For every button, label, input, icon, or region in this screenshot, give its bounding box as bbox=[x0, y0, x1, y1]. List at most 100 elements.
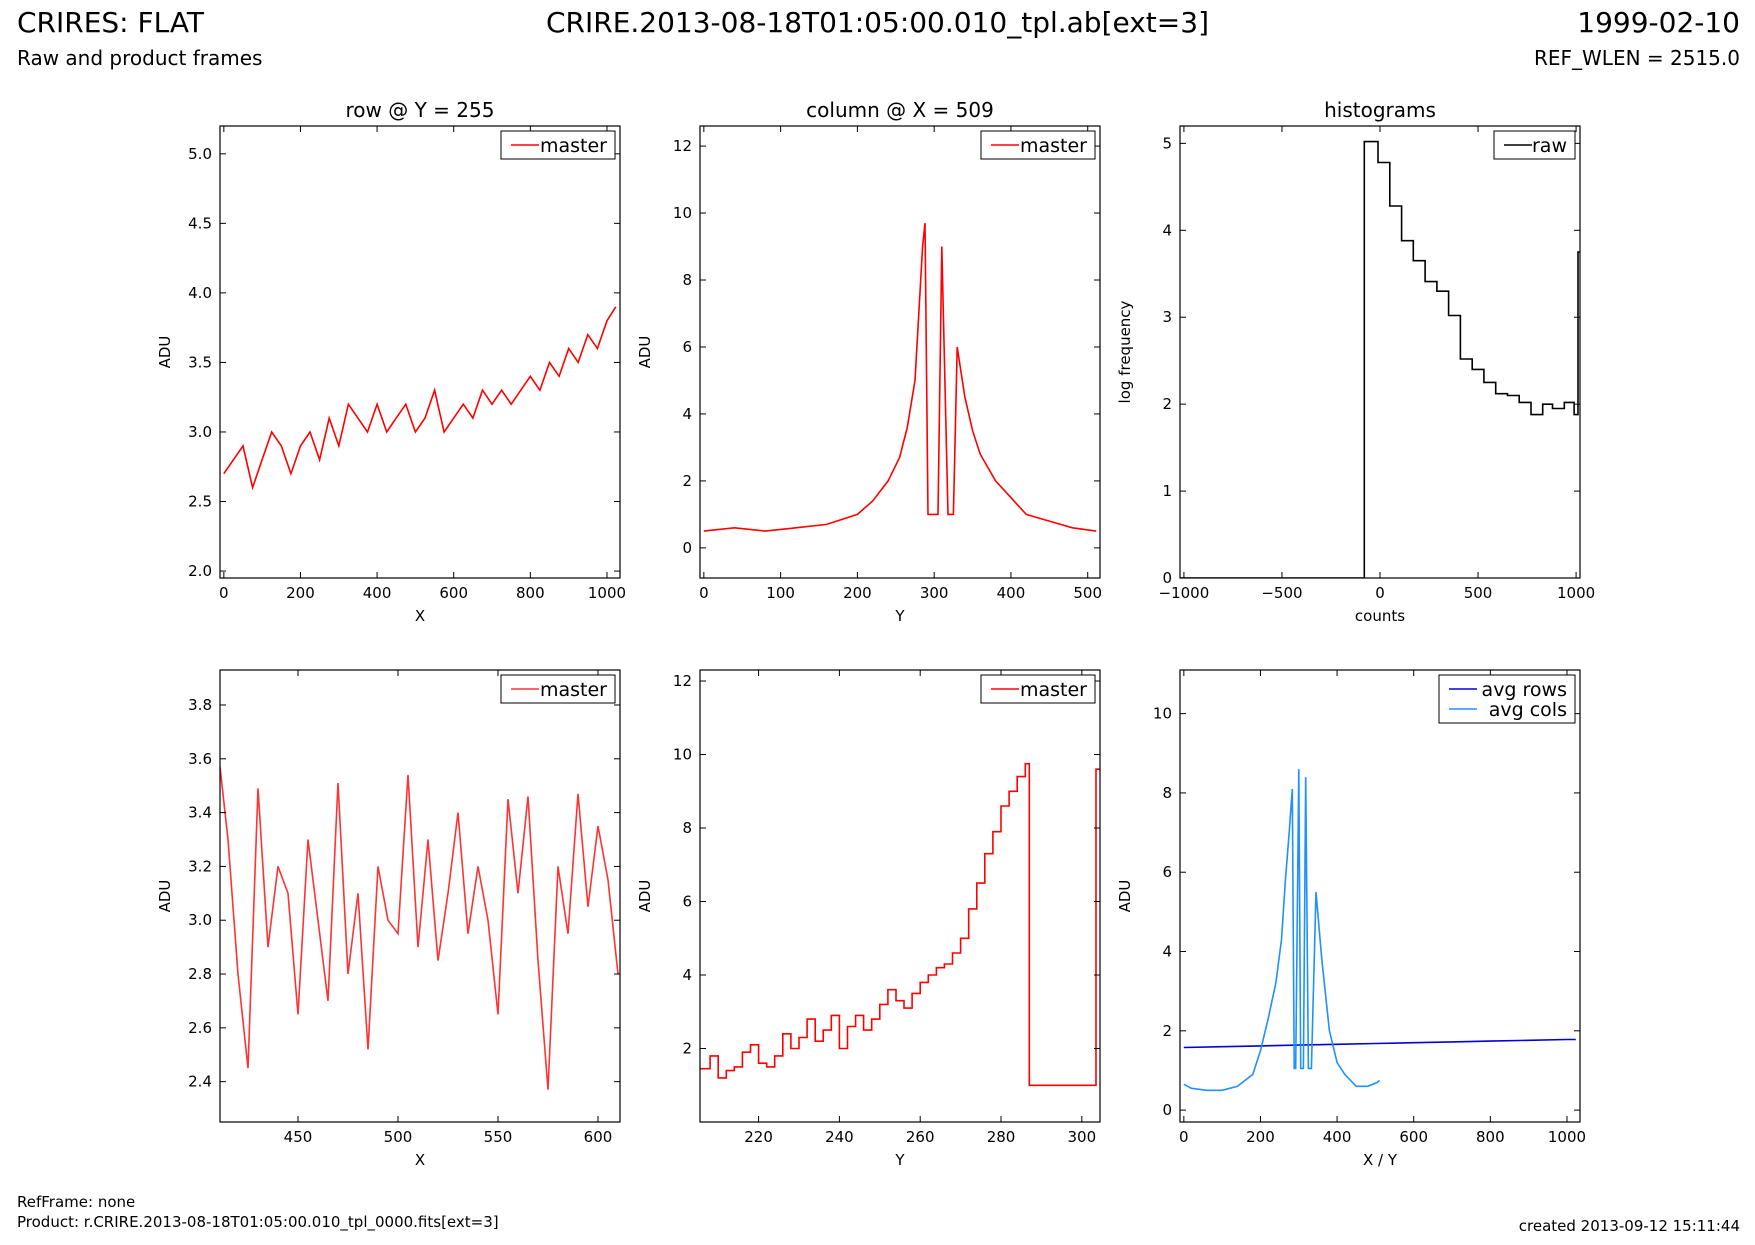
legend-box bbox=[500, 130, 616, 160]
series-line bbox=[220, 766, 619, 1090]
y-tick-label: 4 bbox=[682, 405, 692, 423]
y-tick-label: 2.0 bbox=[188, 562, 212, 580]
chart-panel-1: 0 200 400 600 800 1000 2.0 2.5 3.0 3.5 4.0 4.5 5.0 ro… bbox=[156, 98, 626, 625]
x-axis-label: X bbox=[415, 1151, 425, 1169]
chart-title: row @ Y = 255 bbox=[346, 98, 495, 122]
series-line bbox=[700, 762, 1100, 1087]
x-tick-label: 400 bbox=[1323, 1128, 1352, 1146]
legend-label: avg rows bbox=[1482, 679, 1567, 701]
x-tick-label: 0 bbox=[1375, 584, 1385, 602]
x-axis-label: Y bbox=[894, 607, 905, 625]
y-tick-label: 0 bbox=[1162, 569, 1172, 587]
x-tick-label: 280 bbox=[987, 1128, 1016, 1146]
y-tick-label: 2 bbox=[682, 472, 692, 490]
x-tick-label: 400 bbox=[363, 584, 392, 602]
x-tick-label: 200 bbox=[843, 584, 872, 602]
legend-label: master bbox=[1020, 135, 1087, 157]
x-tick-label: 600 bbox=[584, 1128, 613, 1146]
y-tick-label: 2 bbox=[1162, 395, 1172, 413]
y-tick-label: 3.0 bbox=[188, 911, 212, 929]
x-tick-label: 550 bbox=[484, 1128, 513, 1146]
x-tick-label: 1000 bbox=[588, 584, 626, 602]
y-tick-label: 4.0 bbox=[188, 284, 212, 302]
chart-panel-5: 220 240 260 280 300 2 4 6 8 10 12 Y ADU master bbox=[636, 669, 1101, 1169]
y-axis-label: ADU bbox=[156, 880, 174, 913]
y-tick-label: 3.2 bbox=[188, 857, 212, 875]
y-axis-label: ADU bbox=[636, 336, 654, 369]
y-tick-label: 6 bbox=[1162, 863, 1172, 881]
y-tick-label: 5 bbox=[1162, 134, 1172, 152]
y-axis-label: ADU bbox=[636, 880, 654, 913]
page-title: CRIRES: FLAT bbox=[17, 6, 204, 39]
x-tick-label: 1000 bbox=[1548, 1128, 1586, 1146]
y-tick-label: 3.8 bbox=[188, 696, 212, 714]
y-tick-label: 3.6 bbox=[188, 750, 212, 768]
ref-wavelength: REF_WLEN = 2515.0 bbox=[1533, 46, 1740, 70]
legend: master bbox=[500, 674, 616, 704]
x-tick-label: 0 bbox=[699, 584, 709, 602]
x-tick-label: 300 bbox=[1067, 1128, 1096, 1146]
y-tick-label: 2.5 bbox=[188, 493, 212, 511]
page-subtitle: Raw and product frames bbox=[17, 46, 263, 70]
x-tick-label: −1000 bbox=[1159, 584, 1210, 602]
series-line bbox=[1183, 769, 1381, 1092]
y-tick-label: 12 bbox=[673, 137, 692, 155]
x-tick-label: 200 bbox=[286, 584, 315, 602]
x-tick-label: 240 bbox=[825, 1128, 854, 1146]
observation-date: 1999-02-10 bbox=[1577, 6, 1740, 39]
y-tick-label: 6 bbox=[682, 893, 692, 911]
legend: raw bbox=[1493, 130, 1576, 160]
x-tick-label: 450 bbox=[284, 1128, 313, 1146]
y-tick-label: 0 bbox=[682, 539, 692, 557]
x-axis-label: Y bbox=[894, 1151, 905, 1169]
x-tick-label: 220 bbox=[744, 1128, 773, 1146]
y-tick-label: 1 bbox=[1162, 482, 1172, 500]
y-tick-label: 3.4 bbox=[188, 804, 212, 822]
plot-frame bbox=[699, 125, 1101, 579]
legend-label: avg cols bbox=[1489, 699, 1567, 721]
x-tick-label: 800 bbox=[516, 584, 545, 602]
y-axis-label: log frequency bbox=[1116, 300, 1134, 403]
series-line bbox=[223, 306, 617, 491]
legend-label: master bbox=[540, 135, 607, 157]
y-tick-label: 3.0 bbox=[188, 423, 212, 441]
x-tick-label: 600 bbox=[439, 584, 468, 602]
legend-box bbox=[1438, 674, 1576, 724]
x-tick-label: 1000 bbox=[1557, 584, 1595, 602]
created-timestamp: created 2013-09-12 15:11:44 bbox=[1518, 1217, 1740, 1235]
plot-frame bbox=[699, 669, 1101, 1123]
chart-title: column @ X = 509 bbox=[806, 98, 994, 122]
y-tick-label: 4 bbox=[1162, 943, 1172, 961]
legend: master bbox=[980, 674, 1096, 704]
y-tick-label: 3 bbox=[1162, 308, 1172, 326]
x-axis-label: X bbox=[415, 607, 425, 625]
chart-panel-4: 450 500 550 600 2.4 2.6 2.8 3.0 3.2 3.4 3.6 3.8 X ADU… bbox=[156, 669, 621, 1169]
x-tick-label: 600 bbox=[1399, 1128, 1428, 1146]
y-tick-label: 2.6 bbox=[188, 1019, 212, 1037]
plot-frame bbox=[1179, 669, 1581, 1123]
y-tick-label: 5.0 bbox=[188, 145, 212, 163]
y-axis-label: ADU bbox=[1116, 880, 1134, 913]
x-tick-label: 500 bbox=[1464, 584, 1493, 602]
y-tick-label: 3.5 bbox=[188, 353, 212, 371]
y-tick-label: 4 bbox=[682, 966, 692, 984]
y-tick-label: 0 bbox=[1162, 1101, 1172, 1119]
y-tick-label: 10 bbox=[1153, 705, 1172, 723]
x-tick-label: 400 bbox=[997, 584, 1026, 602]
y-tick-label: 8 bbox=[682, 271, 692, 289]
y-tick-label: 2 bbox=[682, 1040, 692, 1058]
y-tick-label: 6 bbox=[682, 338, 692, 356]
legend-box bbox=[1493, 130, 1576, 160]
series-line bbox=[1180, 140, 1580, 578]
y-tick-label: 4 bbox=[1162, 221, 1172, 239]
x-tick-label: 800 bbox=[1476, 1128, 1505, 1146]
plot-frame bbox=[1179, 125, 1581, 579]
file-name: CRIRE.2013-08-18T01:05:00.010_tpl.ab[ext… bbox=[545, 6, 1209, 39]
chart-title: histograms bbox=[1324, 98, 1436, 122]
plot-frame bbox=[219, 125, 621, 579]
x-axis-label: counts bbox=[1355, 607, 1405, 625]
x-tick-label: 0 bbox=[1179, 1128, 1189, 1146]
y-tick-label: 2.4 bbox=[188, 1073, 212, 1091]
